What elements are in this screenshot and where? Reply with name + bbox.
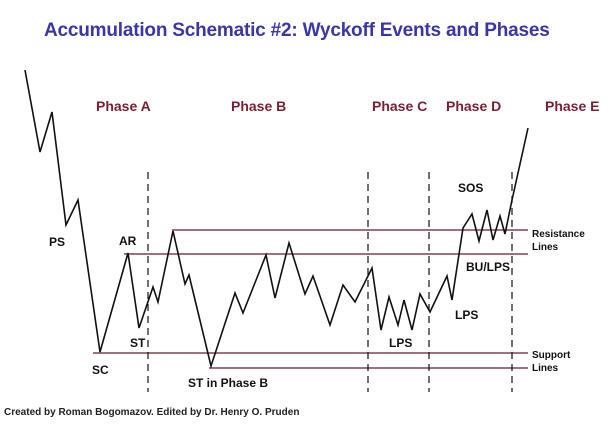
resistance-lines-label: Resistance Lines bbox=[532, 228, 585, 254]
phase-b-label: Phase B bbox=[231, 98, 287, 114]
event-ar-label: AR bbox=[119, 234, 137, 248]
phase-c-label: Phase C bbox=[372, 98, 428, 114]
phase-e-label: Phase E bbox=[545, 98, 600, 114]
event-st-phase-b-label: ST in Phase B bbox=[188, 376, 269, 390]
event-sos-label: SOS bbox=[458, 181, 484, 195]
event-sc-label: SC bbox=[92, 363, 109, 377]
support-lines-label: Support Lines bbox=[532, 349, 570, 375]
resistance-label-line2: Lines bbox=[532, 242, 559, 253]
event-ps-label: PS bbox=[49, 235, 66, 249]
event-bu-lps-label: BU/LPS bbox=[466, 260, 511, 274]
support-label-line1: Support bbox=[532, 350, 571, 361]
event-lps-phase-c-label: LPS bbox=[389, 336, 413, 350]
credit-text: Created by Roman Bogomazov. Edited by Dr… bbox=[4, 407, 300, 418]
phase-d-label: Phase D bbox=[446, 98, 502, 114]
resistance-label-line1: Resistance bbox=[532, 229, 585, 240]
diagram-title: Accumulation Schematic #2: Wyckoff Event… bbox=[44, 20, 550, 41]
event-st-label: ST bbox=[130, 336, 146, 350]
price-path bbox=[24, 69, 529, 369]
phase-a-label: Phase A bbox=[96, 98, 151, 114]
support-label-line2: Lines bbox=[532, 363, 559, 374]
event-lps-phase-d-label: LPS bbox=[455, 308, 479, 322]
